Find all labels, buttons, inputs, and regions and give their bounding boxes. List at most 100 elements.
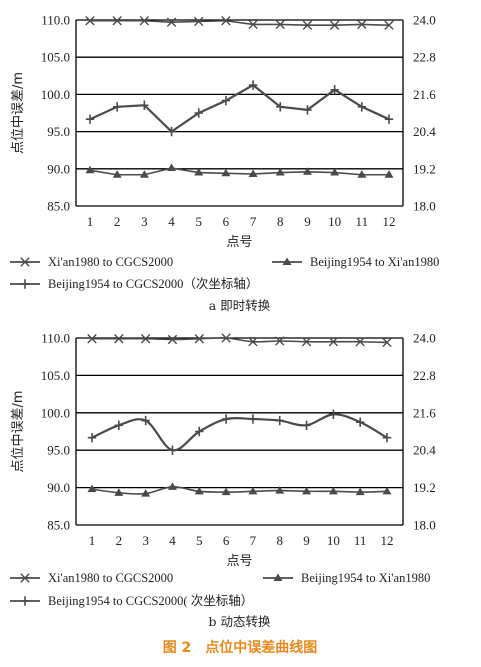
y2-tick-label: 22.8: [413, 50, 436, 65]
data-point: [248, 486, 258, 495]
x-tick-label: 2: [114, 214, 121, 229]
legend-item: Xi'an1980 to CGCS2000: [10, 571, 173, 585]
data-point: [221, 414, 231, 424]
data-point: [248, 19, 258, 30]
data-point: [194, 16, 204, 27]
data-point: [87, 433, 97, 443]
legend-label: Beijing1954 to Xi'an1980: [301, 571, 430, 585]
data-point: [275, 19, 285, 30]
y-tick-label: 95.0: [47, 124, 70, 139]
data-point: [302, 167, 312, 175]
data-point: [384, 170, 394, 178]
data-point: [85, 114, 95, 124]
x-tick-label: 3: [142, 533, 149, 548]
data-point: [329, 409, 338, 420]
x-tick-label: 12: [383, 214, 396, 229]
data-point: [355, 337, 365, 347]
data-point: [141, 489, 151, 497]
y-tick-label: 110.0: [41, 13, 70, 28]
data-point: [114, 420, 124, 430]
x-tick-label: 5: [195, 214, 202, 229]
data-point: [276, 102, 285, 112]
data-point: [112, 170, 122, 178]
legend-label: Xi'an1980 to CGCS2000: [48, 571, 173, 585]
data-point: [275, 168, 285, 176]
legend-marker: [273, 573, 283, 581]
x-tick-label: 9: [304, 214, 311, 229]
y2-tick-label: 22.8: [413, 368, 436, 383]
x-tick-label: 4: [168, 214, 175, 229]
series-line: [90, 19, 390, 27]
series-line: [89, 167, 389, 176]
data-point: [248, 414, 258, 424]
panel-subtitle: b 动态转换: [209, 614, 271, 629]
data-point: [303, 105, 312, 115]
data-point: [166, 17, 177, 27]
data-point: [87, 334, 97, 344]
data-point: [382, 337, 392, 348]
legend-marker: [282, 257, 292, 265]
legend-label: Xi'an1980 to CGCS2000: [48, 255, 173, 269]
y-tick-label: 100.0: [41, 87, 70, 102]
data-point: [139, 16, 150, 26]
y2-tick-label: 20.4: [413, 124, 436, 139]
x-tick-label: 9: [303, 533, 310, 548]
x-axis-title: 点号: [226, 235, 252, 250]
y-tick-label: 105.0: [41, 50, 70, 65]
y2-tick-label: 21.6: [413, 87, 436, 102]
data-point: [194, 168, 204, 176]
series-3: [87, 409, 392, 455]
data-point: [221, 487, 231, 496]
y-tick-label: 90.0: [47, 161, 70, 176]
legend-label: Beijing1954 to CGCS2000( 次坐标轴）: [48, 593, 253, 608]
y-tick-label: 95.0: [47, 443, 70, 458]
data-point: [140, 334, 151, 344]
x-tick-label: 10: [328, 214, 341, 229]
data-point: [275, 336, 285, 346]
y-tick-label: 110.0: [41, 331, 70, 346]
data-point: [167, 163, 177, 172]
data-point: [355, 487, 365, 496]
data-point: [357, 19, 367, 30]
panel-subtitle: a 即时转换: [209, 298, 271, 313]
series-line: [91, 413, 388, 452]
legend-marker: [20, 279, 30, 289]
data-point: [384, 114, 394, 124]
data-point: [221, 16, 231, 26]
data-point: [382, 486, 392, 495]
x-tick-label: 3: [141, 214, 148, 229]
data-point: [140, 100, 149, 110]
x-tick-label: 1: [89, 533, 96, 548]
data-point: [355, 417, 365, 427]
y-axis-title: 点位中误差/m: [11, 390, 26, 472]
x-tick-label: 1: [87, 214, 94, 229]
x-tick-label: 7: [250, 214, 257, 229]
data-point: [221, 168, 231, 177]
y2-tick-label: 24.0: [413, 331, 436, 346]
data-point: [328, 337, 339, 347]
y-tick-label: 90.0: [47, 480, 70, 495]
x-tick-label: 12: [381, 533, 394, 548]
x-tick-label: 10: [327, 533, 340, 548]
data-point: [114, 334, 124, 344]
x-tick-label: 11: [356, 214, 369, 229]
chart-panel-a: 85.0 90.0 95.0 100.0 105.0 110.0 18.0 19.2 20.4 2…: [10, 13, 439, 313]
data-point: [384, 20, 394, 30]
data-point: [248, 169, 258, 178]
data-point: [194, 486, 204, 495]
data-point: [382, 433, 392, 443]
data-point: [112, 16, 122, 26]
x-axis-title: 点号: [226, 554, 252, 569]
data-point: [275, 415, 284, 426]
data-point: [275, 486, 285, 494]
data-point: [194, 108, 203, 118]
x-tick-label: 5: [196, 533, 203, 548]
y-tick-label: 85.0: [47, 518, 70, 533]
y2-tick-label: 20.4: [413, 443, 436, 458]
y-tick-label: 85.0: [47, 199, 70, 214]
data-point: [357, 102, 367, 112]
y-axis-title: 点位中误差/m: [11, 72, 26, 154]
data-point: [302, 420, 311, 430]
legend-marker: [20, 596, 30, 606]
